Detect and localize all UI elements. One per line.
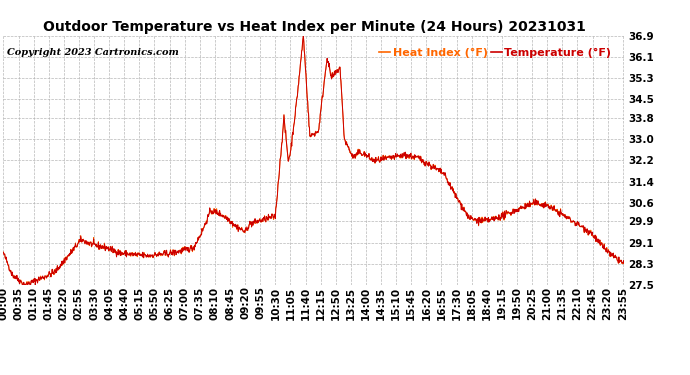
Legend: Heat Index (°F), Temperature (°F): Heat Index (°F), Temperature (°F) — [375, 44, 615, 63]
Title: Outdoor Temperature vs Heat Index per Minute (24 Hours) 20231031: Outdoor Temperature vs Heat Index per Mi… — [43, 21, 585, 34]
Text: Copyright 2023 Cartronics.com: Copyright 2023 Cartronics.com — [7, 48, 179, 57]
